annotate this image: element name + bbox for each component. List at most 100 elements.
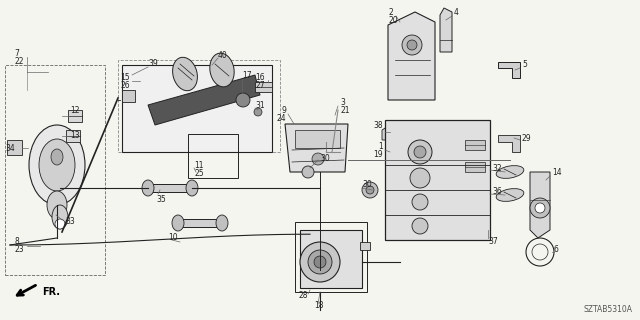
Text: 6: 6 [554,245,559,254]
Ellipse shape [172,215,184,231]
Text: 11: 11 [194,161,204,170]
Polygon shape [178,219,222,227]
Polygon shape [66,130,80,142]
Polygon shape [385,120,490,240]
Text: 23: 23 [14,245,24,254]
Text: 30: 30 [320,154,330,163]
Polygon shape [68,110,82,122]
Polygon shape [255,82,272,92]
Text: 27: 27 [255,81,264,90]
Circle shape [414,146,426,158]
Text: 35: 35 [156,196,166,204]
Circle shape [236,93,250,107]
Circle shape [412,194,428,210]
Polygon shape [465,140,485,150]
Text: 4: 4 [454,7,459,17]
Text: 13: 13 [70,131,79,140]
Text: 30: 30 [362,180,372,188]
Ellipse shape [186,180,198,196]
Text: 5: 5 [522,60,527,68]
Text: 21: 21 [340,106,349,115]
Circle shape [300,242,340,282]
Text: 7: 7 [14,49,19,58]
Circle shape [412,218,428,234]
Text: 32: 32 [492,164,502,172]
Text: 8: 8 [14,237,19,246]
Ellipse shape [496,188,524,201]
Bar [188,134,238,178]
Text: 36: 36 [492,188,502,196]
Polygon shape [498,135,520,152]
Polygon shape [295,130,340,148]
Circle shape [308,250,332,274]
Polygon shape [7,140,22,155]
Ellipse shape [216,215,228,231]
Text: 31: 31 [255,100,264,109]
Circle shape [314,256,326,268]
Circle shape [530,198,550,218]
Polygon shape [465,162,485,172]
Text: 34: 34 [5,143,15,153]
Ellipse shape [210,53,234,87]
Text: 16: 16 [255,73,264,82]
Circle shape [55,219,65,229]
Ellipse shape [496,166,524,178]
Polygon shape [122,65,272,152]
Polygon shape [382,125,395,140]
Ellipse shape [51,149,63,165]
Text: 10: 10 [168,234,178,243]
Text: 22: 22 [14,57,24,66]
Text: 25: 25 [194,169,204,178]
Text: 33: 33 [65,218,75,227]
Bar [118,60,280,152]
Text: 37: 37 [488,237,498,246]
Circle shape [312,153,324,165]
Polygon shape [440,8,452,52]
Text: 2: 2 [388,7,393,17]
Circle shape [535,203,545,213]
Circle shape [410,168,430,188]
Polygon shape [285,124,348,172]
Text: 18: 18 [314,301,323,310]
Text: FR.: FR. [42,287,60,297]
Ellipse shape [52,205,68,229]
Circle shape [408,140,432,164]
Text: 15: 15 [120,73,130,82]
Circle shape [366,186,374,194]
Polygon shape [148,184,192,192]
Text: 14: 14 [552,167,562,177]
Text: 3: 3 [340,98,345,107]
Text: 40: 40 [218,51,228,60]
Ellipse shape [47,191,67,219]
Ellipse shape [39,139,75,191]
Bar [295,222,367,292]
Text: 26: 26 [120,81,130,90]
Text: SZTAB5310A: SZTAB5310A [583,305,632,314]
Text: 19: 19 [373,149,383,158]
Text: 29: 29 [522,133,532,142]
Text: 1: 1 [378,141,383,150]
Text: 9: 9 [281,106,286,115]
Bar [5,65,105,275]
Text: 12: 12 [70,106,79,115]
Text: 38: 38 [373,121,383,130]
Polygon shape [530,172,550,238]
Circle shape [407,40,417,50]
Polygon shape [300,230,362,288]
Circle shape [254,108,262,116]
Polygon shape [148,75,260,125]
Polygon shape [122,90,135,102]
Ellipse shape [142,180,154,196]
Text: 28: 28 [298,292,307,300]
Text: 17: 17 [242,70,252,79]
Text: 24: 24 [276,114,286,123]
Text: 20: 20 [388,15,397,25]
Ellipse shape [173,57,197,91]
Text: 39: 39 [148,59,157,68]
Polygon shape [498,62,520,78]
Polygon shape [388,12,435,100]
Polygon shape [360,242,370,250]
Circle shape [402,35,422,55]
Circle shape [362,182,378,198]
Ellipse shape [29,125,85,205]
